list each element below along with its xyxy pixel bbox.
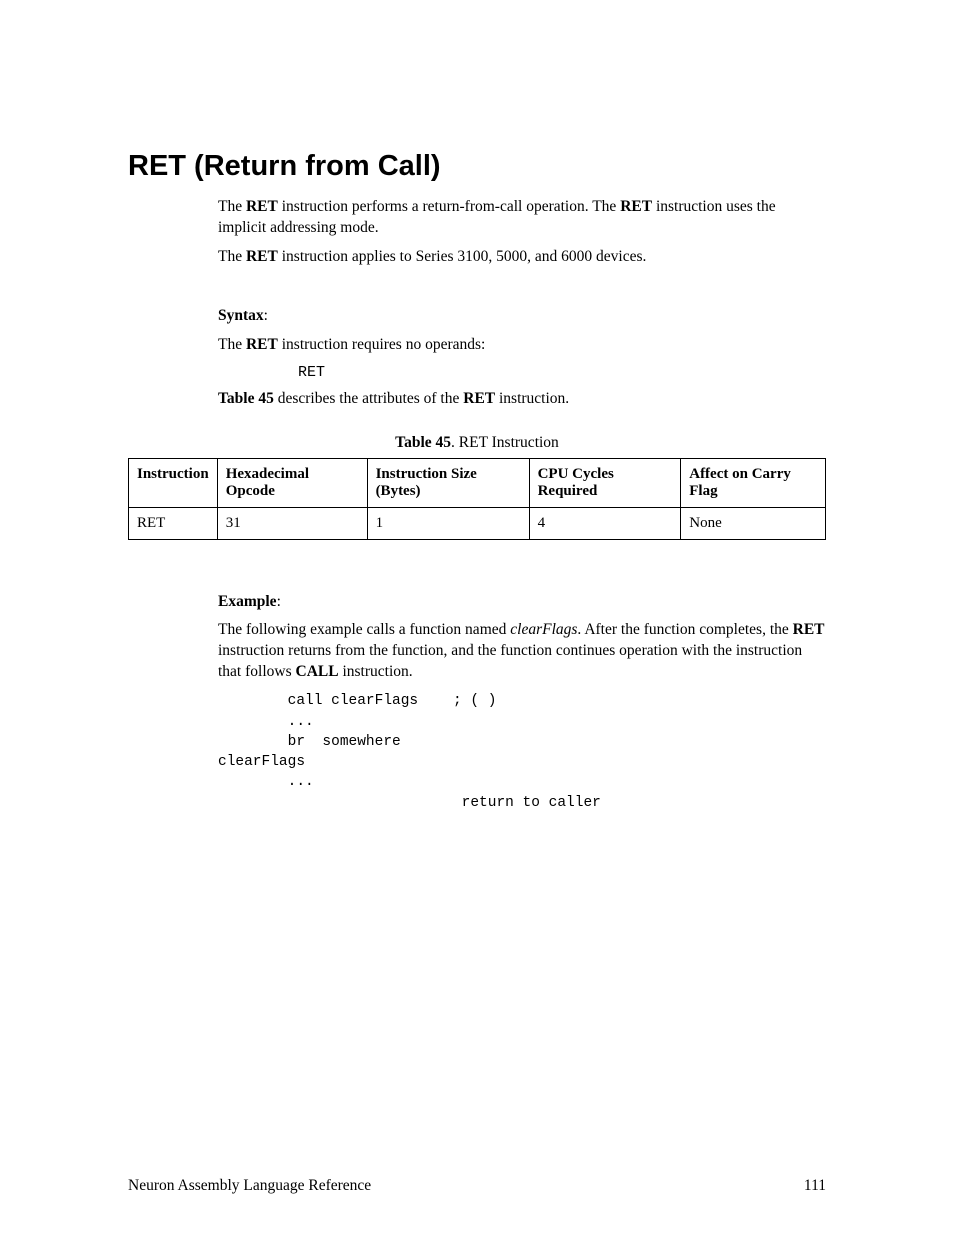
table-intro-paragraph: Table 45 describes the attributes of the… — [218, 389, 826, 410]
intro-block: The RET instruction performs a return-fr… — [218, 197, 826, 268]
cell-carry: None — [681, 507, 826, 539]
col-instruction: Instruction — [129, 458, 218, 507]
page-title: RET (Return from Call) — [128, 150, 826, 183]
col-cycles: CPU Cycles Required — [529, 458, 681, 507]
table-row: RET 31 1 4 None — [129, 507, 826, 539]
table-intro-block: Table 45 describes the attributes of the… — [218, 389, 826, 410]
syntax-code: RET — [298, 364, 826, 381]
col-size: Instruction Size (Bytes) — [367, 458, 529, 507]
intro-paragraph-2: The RET instruction applies to Series 31… — [218, 247, 826, 268]
instruction-table: Instruction Hexadecimal Opcode Instructi… — [128, 458, 826, 540]
syntax-paragraph: The RET instruction requires no operands… — [218, 335, 826, 356]
syntax-label: Syntax: — [218, 306, 826, 327]
example-paragraph: The following example calls a function n… — [218, 620, 826, 683]
col-opcode: Hexadecimal Opcode — [217, 458, 367, 507]
example-code: call clearFlags ; ( ) ... br somewhere c… — [218, 691, 826, 813]
table-caption: Table 45. RET Instruction — [128, 434, 826, 452]
page: RET (Return from Call) The RET instructi… — [0, 0, 954, 1235]
cell-opcode: 31 — [217, 507, 367, 539]
syntax-block: Syntax: The RET instruction requires no … — [218, 306, 826, 381]
cell-cycles: 4 — [529, 507, 681, 539]
intro-paragraph-1: The RET instruction performs a return-fr… — [218, 197, 826, 239]
footer-page-number: 111 — [804, 1177, 826, 1195]
cell-size: 1 — [367, 507, 529, 539]
page-footer: Neuron Assembly Language Reference 111 — [128, 1177, 826, 1195]
table-header-row: Instruction Hexadecimal Opcode Instructi… — [129, 458, 826, 507]
cell-instruction: RET — [129, 507, 218, 539]
example-label: Example: — [218, 592, 826, 613]
col-carry: Affect on Carry Flag — [681, 458, 826, 507]
example-block: Example: The following example calls a f… — [218, 592, 826, 813]
footer-left: Neuron Assembly Language Reference — [128, 1177, 371, 1195]
